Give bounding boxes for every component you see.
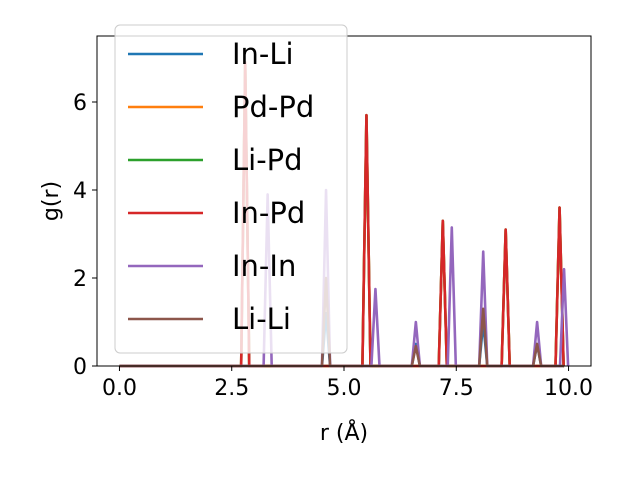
y-tick-label: 2: [73, 267, 87, 292]
x-axis-label: r (Å): [320, 419, 368, 446]
legend-label-pd-pd: Pd-Pd: [232, 90, 314, 124]
y-tick-label: 6: [73, 91, 87, 116]
x-tick-label: 2.5: [214, 376, 249, 401]
y-axis: 0 2 4 6: [73, 91, 97, 380]
x-axis: 0.0 2.5 5.0 7.5 10.0: [102, 366, 593, 401]
y-tick-label: 0: [73, 355, 87, 380]
x-tick-label: 7.5: [439, 376, 474, 401]
legend-box: [114, 24, 348, 354]
legend-label-in-li: In-Li: [232, 37, 294, 71]
legend-label-in-pd: In-Pd: [232, 196, 305, 230]
legend-label-li-li: Li-Li: [232, 302, 291, 336]
y-tick-label: 4: [73, 179, 87, 204]
x-tick-label: 0.0: [102, 376, 137, 401]
x-tick-label: 5.0: [327, 376, 362, 401]
y-axis-label: g(r): [39, 181, 64, 221]
legend-label-in-in: In-In: [232, 249, 296, 283]
legend-label-li-pd: Li-Pd: [232, 143, 303, 177]
legend: In-Li Pd-Pd Li-Pd In-Pd In-In Li-Li: [114, 24, 348, 354]
x-tick-label: 10.0: [544, 376, 593, 401]
